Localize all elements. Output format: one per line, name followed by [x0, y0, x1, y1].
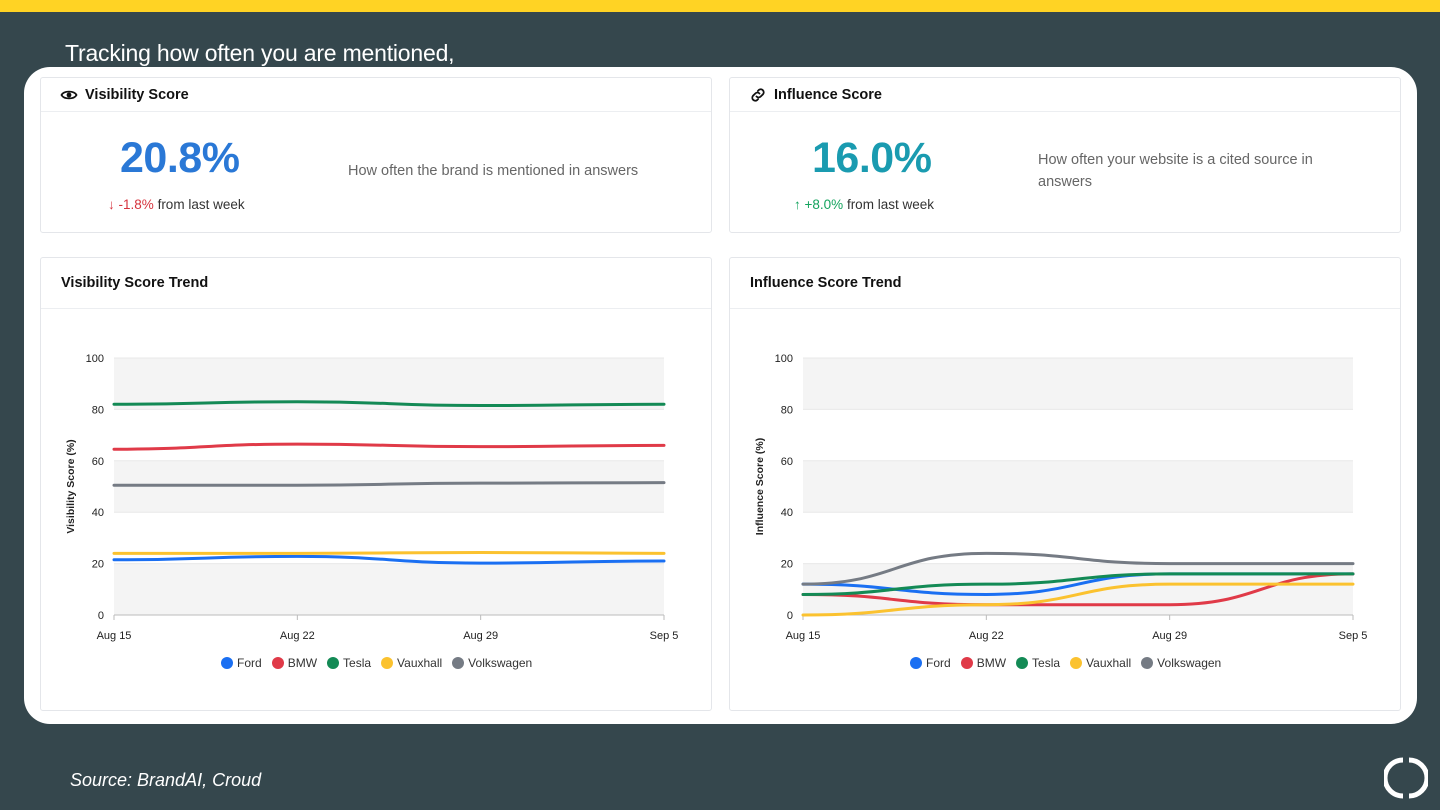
legend-item-tesla[interactable]: Tesla — [1016, 656, 1060, 670]
series-line-tesla — [801, 572, 1355, 596]
y-tick-label: 100 — [775, 353, 793, 365]
y-tick-label: 80 — [781, 404, 793, 416]
influence-change-suffix: from last week — [846, 197, 934, 212]
legend-item-bmw[interactable]: BMW — [960, 656, 1007, 670]
visibility-change-suffix: from last week — [157, 197, 245, 212]
legend-swatch — [452, 657, 465, 669]
visibility-score-card: Visibility Score 20.8% ↓ -1.8% from last… — [40, 77, 712, 233]
x-tick-label: Aug 15 — [786, 630, 821, 642]
visibility-trend-chart: 0 20 40 60 80 100 Aug 15 Aug 22 Aug 29 Sep 5 Visib… — [65, 353, 679, 642]
influence-change: ↑ +8.0% from last week — [794, 197, 934, 212]
y-tick-label: 40 — [781, 507, 793, 519]
legend-item-volkswagen[interactable]: Volkswagen — [1141, 656, 1221, 670]
x-tick-label: Aug 22 — [969, 630, 1004, 642]
legend-swatch — [327, 657, 340, 669]
y-tick-label: 0 — [787, 610, 793, 622]
arrow-up-icon: ↑ — [794, 197, 801, 212]
visibility-change-value: -1.8% — [118, 197, 154, 212]
visibility-trend-header: Visibility Score Trend — [41, 258, 711, 309]
grid-band — [803, 358, 1353, 410]
legend-swatch — [381, 657, 394, 669]
link-icon — [749, 86, 767, 104]
visibility-card-header: Visibility Score — [41, 78, 711, 112]
legend-label: Tesla — [343, 656, 372, 670]
legend-swatch — [1141, 657, 1154, 669]
y-tick-label: 100 — [86, 353, 104, 365]
visibility-change: ↓ -1.8% from last week — [108, 197, 245, 212]
legend-item-ford[interactable]: Ford — [910, 656, 951, 670]
legend-label: Tesla — [1032, 656, 1061, 670]
legend-swatch — [1016, 657, 1029, 669]
visibility-card-title: Visibility Score — [85, 86, 189, 103]
grid-band — [114, 358, 664, 410]
visibility-description: How often the brand is mentioned in answ… — [348, 163, 639, 179]
legend-label: Ford — [926, 656, 951, 670]
influence-trend-chart: 0 20 40 60 80 100 Aug 15 Aug 22 Aug 29 Sep 5 Influ… — [754, 353, 1368, 642]
series-line-vauxhall — [801, 582, 1355, 617]
series-line-volkswagen — [112, 481, 666, 487]
y-tick-label: 0 — [98, 610, 104, 622]
legend-swatch — [960, 657, 973, 669]
top-accent-bar — [0, 0, 1440, 12]
series-line-volkswagen — [801, 551, 1355, 586]
source-caption: Source: BrandAI, Croud — [70, 770, 262, 790]
influence-score-card: Influence Score 16.0% ↑ +8.0% from last … — [729, 77, 1401, 233]
legend-item-ford[interactable]: Ford — [221, 656, 262, 670]
influence-trend-card: Influence Score Trend 0 20 40 60 80 100 Aug 15… — [729, 257, 1401, 711]
legend-label: Vauxhall — [397, 656, 443, 670]
legend-swatch — [910, 657, 922, 669]
x-tick-label: Sep 5 — [1339, 630, 1368, 642]
y-axis-title: Influence Score (%) — [754, 438, 766, 535]
legend-label: Volkswagen — [468, 656, 533, 670]
croud-logo — [1384, 757, 1428, 799]
arrow-down-icon: ↓ — [108, 197, 115, 212]
series-line-bmw — [112, 442, 666, 451]
legend-swatch — [1070, 657, 1083, 669]
series-line-tesla — [112, 400, 666, 408]
legend-item-tesla[interactable]: Tesla — [327, 656, 371, 670]
legend-swatch — [221, 657, 233, 669]
legend-item-vauxhall[interactable]: Vauxhall — [381, 656, 442, 670]
legend-label: Volkswagen — [1157, 656, 1222, 670]
influence-change-value: +8.0% — [804, 197, 844, 212]
y-axis-title: Visibility Score (%) — [65, 439, 77, 533]
influence-card-title: Influence Score — [774, 86, 882, 103]
legend-label: Ford — [237, 656, 262, 670]
y-tick-label: 40 — [92, 507, 104, 519]
influence-description: How often your website is a cited source… — [1038, 152, 1313, 190]
x-tick-label: Aug 15 — [97, 630, 132, 642]
legend-item-volkswagen[interactable]: Volkswagen — [452, 656, 532, 670]
x-tick-label: Aug 22 — [280, 630, 315, 642]
legend-label: Vauxhall — [1086, 656, 1132, 670]
series-line-bmw — [801, 572, 1355, 607]
page-headline: Tracking how often you are mentioned, — [65, 40, 455, 66]
legend-item-vauxhall[interactable]: Vauxhall — [1070, 656, 1131, 670]
grid-band — [114, 563, 664, 615]
y-tick-label: 60 — [92, 456, 104, 468]
y-tick-label: 20 — [92, 559, 104, 571]
visibility-trend-card: Visibility Score Trend 0 20 40 60 80 100 Aug 1… — [40, 257, 712, 711]
visibility-trend-title: Visibility Score Trend — [61, 275, 209, 291]
influence-trend-header: Influence Score Trend — [730, 258, 1400, 309]
influence-trend-legend: Ford BMW Tesla Vauxhall Volkswagen — [910, 656, 1221, 670]
eye-icon — [60, 86, 78, 104]
series-line-vauxhall — [112, 551, 666, 555]
y-tick-label: 80 — [92, 404, 104, 416]
y-tick-label: 20 — [781, 559, 793, 571]
influence-score-value: 16.0% — [812, 134, 932, 182]
legend-label: BMW — [976, 656, 1007, 670]
x-tick-label: Aug 29 — [1152, 630, 1187, 642]
legend-label: BMW — [287, 656, 318, 670]
x-tick-label: Aug 29 — [463, 630, 498, 642]
legend-item-bmw[interactable]: BMW — [271, 656, 318, 670]
grid-band — [803, 460, 1353, 513]
legend-swatch — [271, 657, 284, 669]
visibility-score-value: 20.8% — [120, 134, 240, 182]
y-tick-label: 60 — [781, 456, 793, 468]
visibility-trend-legend: Ford BMW Tesla Vauxhall Volkswagen — [221, 656, 532, 670]
series-line-ford — [112, 554, 666, 565]
x-tick-label: Sep 5 — [650, 630, 679, 642]
influence-trend-title: Influence Score Trend — [750, 275, 902, 291]
influence-card-header: Influence Score — [730, 78, 1400, 112]
